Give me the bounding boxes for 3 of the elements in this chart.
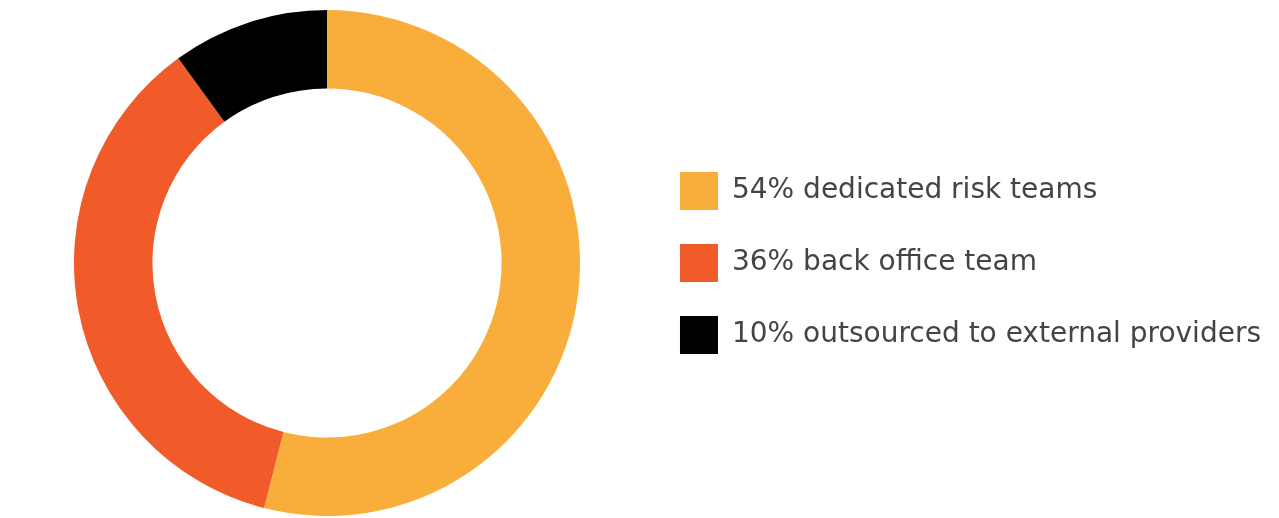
legend-label: 10% outsourced to external providers: [731, 316, 1262, 350]
legend-label: 54% dedicated risk teams: [731, 172, 1098, 206]
legend-label: 36% back office team: [731, 244, 1037, 278]
